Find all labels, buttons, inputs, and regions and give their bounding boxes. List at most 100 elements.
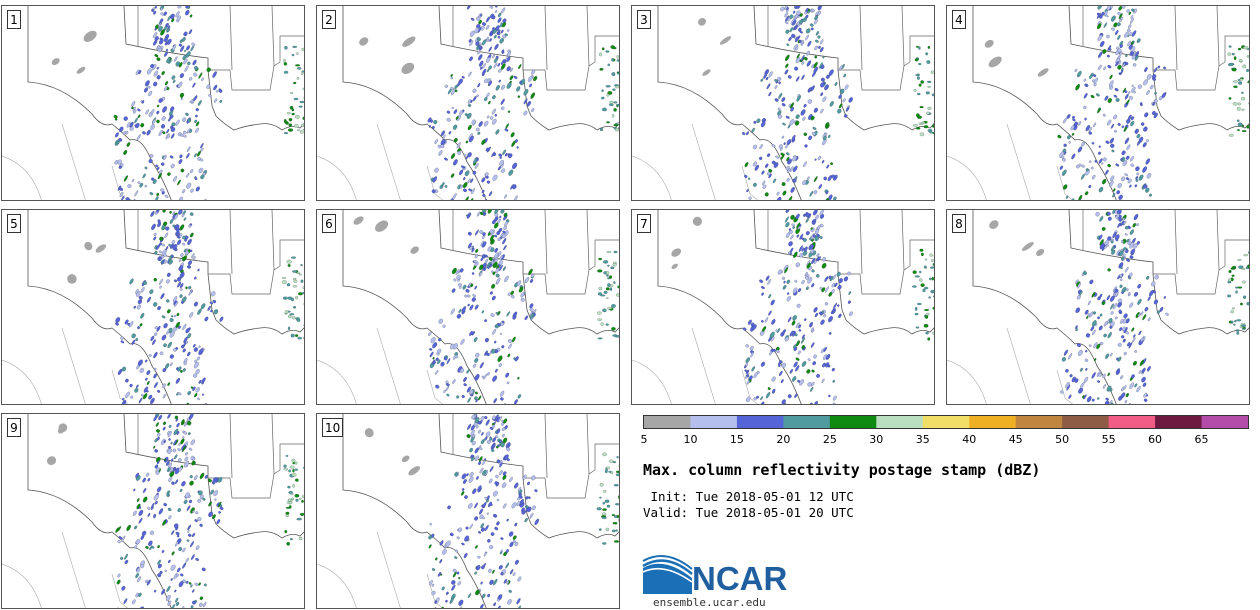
reflectivity-cell (149, 192, 154, 196)
reflectivity-cell (402, 36, 416, 47)
reflectivity-cell (465, 155, 469, 160)
reflectivity-cell (172, 296, 178, 303)
reflectivity-cell (1131, 84, 1134, 88)
reflectivity-cell (1109, 80, 1114, 87)
reflectivity-cell (177, 239, 182, 246)
reflectivity-cell (1107, 236, 1112, 241)
reflectivity-cell (189, 480, 194, 486)
reflectivity-cell (1124, 173, 1128, 177)
reflectivity-cell (795, 357, 800, 361)
reflectivity-cell (442, 324, 446, 328)
map-boundary-line (2, 563, 42, 608)
reflectivity-cell (1118, 13, 1123, 19)
reflectivity-cell (519, 80, 522, 84)
reflectivity-cell (601, 89, 604, 92)
reflectivity-cell (281, 280, 287, 284)
reflectivity-cell (147, 85, 151, 89)
reflectivity-cell (453, 159, 458, 166)
reflectivity-cell (933, 265, 934, 268)
reflectivity-cell (138, 70, 142, 75)
reflectivity-cell (618, 518, 619, 522)
reflectivity-cell (189, 541, 194, 548)
reflectivity-cell (115, 132, 119, 138)
reflectivity-cell (809, 244, 814, 250)
reflectivity-cell (827, 175, 833, 182)
map-boundary-line (972, 210, 1117, 404)
reflectivity-cell (502, 18, 507, 23)
reflectivity-cell (167, 448, 172, 454)
reflectivity-cell (127, 199, 132, 200)
reflectivity-cell (431, 189, 436, 194)
reflectivity-cell (501, 433, 505, 438)
reflectivity-cell (618, 464, 619, 467)
reflectivity-cell (287, 264, 291, 267)
reflectivity-cell (170, 441, 173, 445)
reflectivity-cell (296, 271, 300, 274)
reflectivity-cell (375, 220, 389, 232)
reflectivity-cell (197, 498, 202, 503)
reflectivity-cell (187, 524, 191, 531)
reflectivity-cell (451, 288, 456, 293)
reflectivity-cell (219, 316, 224, 322)
reflectivity-cell (816, 233, 820, 237)
reflectivity-cell (1241, 130, 1247, 133)
reflectivity-cell (920, 80, 924, 84)
reflectivity-cell (797, 6, 801, 9)
reflectivity-cell (502, 266, 506, 271)
map-boundary-line (111, 573, 128, 608)
reflectivity-cell (191, 554, 195, 561)
reflectivity-cell (489, 116, 494, 120)
reflectivity-cell (933, 295, 934, 298)
reflectivity-cell (167, 382, 171, 386)
reflectivity-cell (806, 369, 811, 374)
reflectivity-cell (808, 402, 813, 404)
reflectivity-cell (144, 166, 148, 170)
reflectivity-cell (790, 214, 795, 220)
reflectivity-cell (158, 250, 162, 254)
reflectivity-cell (148, 354, 152, 357)
reflectivity-cell (281, 276, 287, 279)
reflectivity-cell (1241, 96, 1246, 101)
reflectivity-cell (481, 189, 485, 194)
reflectivity-cell (760, 121, 766, 128)
reflectivity-cell (514, 356, 519, 362)
reflectivity-cell (1237, 129, 1240, 132)
reflectivity-cell (134, 525, 138, 530)
reflectivity-cell (289, 505, 292, 509)
reflectivity-cell (478, 447, 483, 450)
reflectivity-cell (789, 14, 794, 19)
reflectivity-cell (796, 95, 801, 102)
reflectivity-cell (1117, 183, 1122, 189)
reflectivity-cell (179, 224, 185, 231)
reflectivity-cell (487, 372, 490, 376)
reflectivity-cell (777, 114, 783, 119)
reflectivity-cell (602, 508, 607, 511)
reflectivity-cell (1098, 186, 1104, 193)
reflectivity-cell (161, 116, 166, 121)
reflectivity-cell (788, 229, 793, 234)
reflectivity-cell (480, 415, 485, 421)
reflectivity-cell (925, 52, 928, 56)
reflectivity-cell (1120, 158, 1123, 161)
reflectivity-cell (782, 329, 786, 334)
reflectivity-cell (463, 479, 467, 484)
reflectivity-cell (1132, 337, 1136, 343)
reflectivity-cell (179, 271, 185, 279)
reflectivity-cell (474, 27, 479, 34)
reflectivity-cell (813, 19, 818, 25)
reflectivity-cell (484, 172, 489, 177)
reflectivity-cell (469, 304, 474, 311)
reflectivity-cell (768, 71, 773, 78)
reflectivity-cell (444, 185, 448, 188)
reflectivity-cell (1237, 122, 1243, 127)
reflectivity-cell (1142, 382, 1147, 387)
reflectivity-cell (499, 551, 503, 555)
reflectivity-cell (786, 177, 790, 182)
reflectivity-cell (1241, 268, 1246, 270)
reflectivity-cell (1126, 288, 1129, 292)
reflectivity-cell (1236, 331, 1240, 335)
reflectivity-cell (1132, 63, 1137, 67)
reflectivity-cell (476, 94, 479, 97)
reflectivity-cell (1105, 243, 1109, 247)
reflectivity-cell (522, 474, 527, 480)
